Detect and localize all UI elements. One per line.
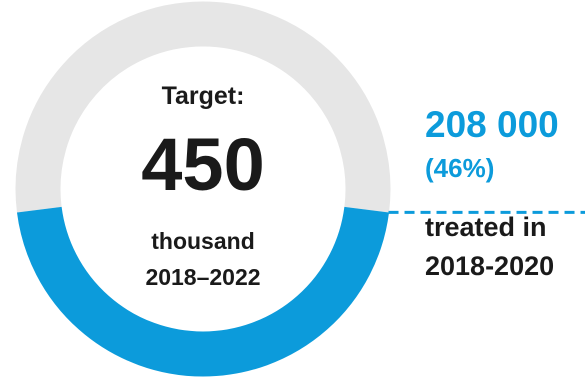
donut-achieved-segment bbox=[16, 206, 390, 377]
target-value: 450 bbox=[141, 123, 265, 206]
achieved-value: 208 000 bbox=[425, 104, 559, 145]
achieved-caption-line1: treated in bbox=[425, 212, 547, 242]
target-label: Target: bbox=[161, 82, 245, 110]
achieved-caption-line2: 2018-2020 bbox=[425, 251, 555, 281]
achieved-percent: (46%) bbox=[425, 153, 495, 183]
target-period: 2018–2022 bbox=[145, 264, 261, 290]
target-unit: thousand bbox=[151, 228, 255, 254]
donut-remaining-segment bbox=[15, 1, 391, 213]
